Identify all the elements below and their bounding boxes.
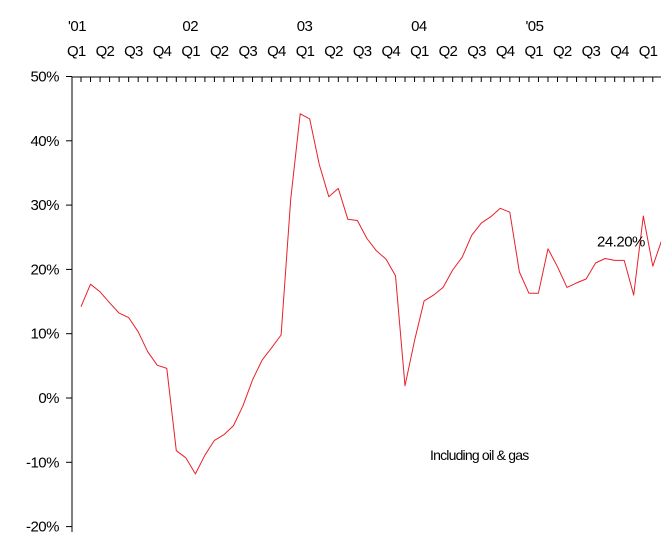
x-quarter-label: Q1 [639,43,658,60]
x-quarter-label: Q1 [67,43,86,60]
x-quarter-label: Q2 [210,43,229,60]
y-tick-label: 0% [38,390,59,407]
x-quarter-label: Q4 [267,43,286,60]
y-tick-label: -20% [26,519,59,532]
x-quarter-label: Q1 [296,43,315,60]
annotation-label: Including oil & gas [430,447,529,463]
x-quarter-label: Q4 [610,43,629,60]
y-tick-label: 30% [30,197,59,214]
x-axis-labels: Q1 Q2 Q3 Q4 Q1 Q2 Q3 Q4 Q1 Q2 Q3 Q4 Q1 Q2 Q3 Q4 Q1 Q2 Q3 Q4… [67,18,658,60]
y-tick-label: 50% [30,69,59,86]
series-line [80,113,661,475]
y-tick-label: 20% [30,261,59,278]
x-year-label: 02 [182,18,198,35]
x-quarter-label: Q2 [439,43,458,60]
x-year-label: '05 [525,18,543,35]
x-year-label: '01 [68,18,86,35]
x-quarter-label: Q2 [553,43,572,60]
x-axis [72,76,661,82]
y-axis-tick-labels: 50% 40% 30% 20% 10% 0% -10% -20% [26,69,60,536]
x-quarter-label: Q3 [353,43,372,60]
x-year-label: 03 [297,18,313,35]
x-quarter-label: Q4 [153,43,172,60]
x-quarter-label: Q4 [496,43,515,60]
x-quarter-label: Q2 [96,43,115,60]
x-quarter-label: Q3 [467,43,486,60]
last-value-label: 24.20% [597,233,645,250]
series-group [80,113,661,475]
x-year-label: 04 [411,18,427,35]
x-quarter-label: Q2 [324,43,343,60]
y-tick-label: -10% [26,454,59,471]
y-tick-label: 10% [30,326,59,343]
x-quarter-label: Q1 [524,43,543,60]
x-quarter-label: Q3 [124,43,143,60]
y-tick-label: 40% [30,133,59,150]
x-quarter-label: Q4 [381,43,400,60]
y-axis [66,76,73,535]
x-quarter-label: Q3 [582,43,601,60]
x-quarter-label: Q1 [181,43,200,60]
x-quarter-label: Q1 [410,43,429,60]
x-quarter-label: Q3 [239,43,258,60]
